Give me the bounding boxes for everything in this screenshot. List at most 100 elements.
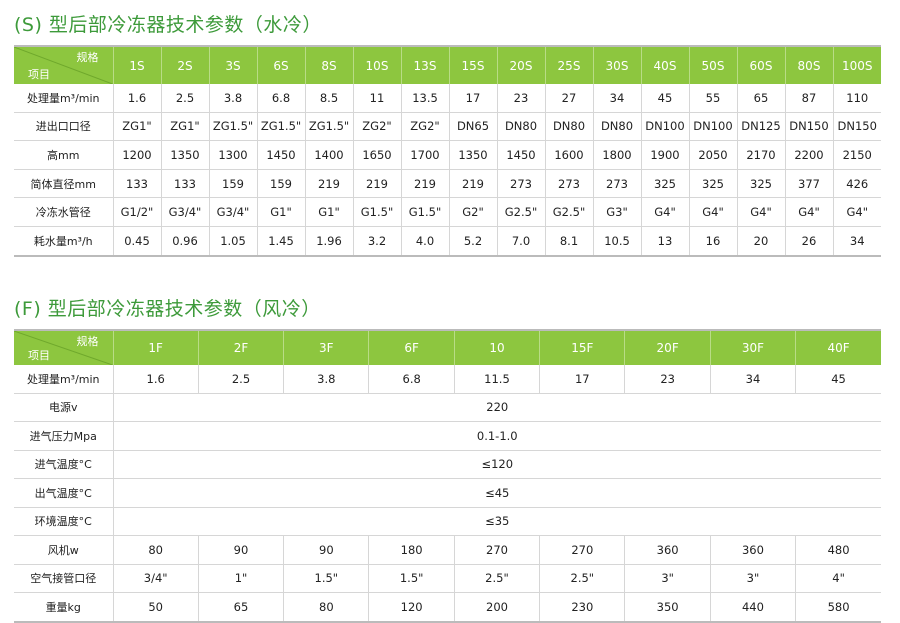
value-cell: 3.8	[283, 365, 369, 394]
air-cooled-title: (F) 型后部冷冻器技术参数（风冷）	[14, 298, 321, 320]
value-cell: G1"	[256, 197, 305, 227]
value-cell: 3.8	[208, 84, 257, 113]
water-cooled-spec-table: 规格 项目 1S 2S 3S 6S 8S 10S 13S 15S 20S 25S 30S 40S 50S 60…	[14, 45, 881, 257]
corner-cell: 规格 项目	[14, 46, 113, 84]
value-cell: 50	[112, 592, 199, 623]
row-label: 风机w	[14, 535, 113, 565]
model-header: 30S	[592, 46, 641, 84]
value-cell: 6.8	[368, 365, 455, 394]
row-label: 耗水量m³/h	[14, 226, 113, 257]
value-cell: DN80	[496, 112, 545, 142]
value-cell: G3"	[592, 197, 641, 227]
table-row: 进出口口径 ZG1" ZG1" ZG1.5" ZG1.5" ZG1.5" ZG2" ZG2" D…	[14, 112, 881, 142]
model-header: 2S	[160, 46, 209, 84]
value-cell: ZG1.5"	[208, 112, 257, 142]
value-cell: 360	[709, 535, 796, 565]
value-cell: 325	[736, 169, 785, 199]
value-cell: 17	[448, 84, 497, 113]
value-cell: 34	[832, 226, 881, 257]
shared-value-cell: ≤120	[112, 450, 881, 479]
value-cell: 1300	[208, 140, 257, 170]
value-cell: 80	[283, 592, 369, 623]
table-row: 电源v 220	[14, 393, 881, 422]
value-cell: ZG1.5"	[304, 112, 353, 142]
value-cell: 440	[709, 592, 796, 623]
value-cell: ZG1"	[112, 112, 161, 142]
value-cell: ZG2"	[400, 112, 449, 142]
value-cell: DN80	[544, 112, 593, 142]
model-header: 6S	[256, 46, 305, 84]
value-cell: DN150	[832, 112, 881, 142]
value-cell: 65	[197, 592, 284, 623]
value-cell: 0.96	[160, 226, 209, 257]
value-cell: 2.5"	[539, 564, 625, 593]
value-cell: 159	[208, 169, 257, 199]
value-cell: 8.1	[544, 226, 593, 257]
value-cell: 219	[400, 169, 449, 199]
value-cell: ZG2"	[352, 112, 401, 142]
model-header: 8S	[304, 46, 353, 84]
value-cell: 8.5	[304, 84, 353, 113]
table-row: 空气接管口径 3/4" 1" 1.5" 1.5" 2.5" 2.5" 3" 3" 4"	[14, 564, 881, 593]
value-cell: G1.5"	[400, 197, 449, 227]
value-cell: 133	[112, 169, 161, 199]
value-cell: 2170	[736, 140, 785, 170]
model-header: 40F	[795, 330, 881, 365]
row-label: 处理量m³/min	[14, 84, 113, 113]
model-header: 30F	[709, 330, 796, 365]
value-cell: 1650	[352, 140, 401, 170]
value-cell: 16	[688, 226, 737, 257]
value-cell: 1.05	[208, 226, 257, 257]
value-cell: DN150	[784, 112, 833, 142]
model-header: 2F	[197, 330, 284, 365]
value-cell: 1400	[304, 140, 353, 170]
value-cell: 1900	[640, 140, 689, 170]
value-cell: 6.8	[256, 84, 305, 113]
value-cell: 273	[544, 169, 593, 199]
table-row: 风机w 80 90 90 180 270 270 360 360 480	[14, 535, 881, 565]
row-label: 空气接管口径	[14, 564, 113, 593]
value-cell: 350	[624, 592, 711, 623]
value-cell: G3/4"	[160, 197, 209, 227]
row-label: 处理量m³/min	[14, 365, 113, 394]
value-cell: 360	[624, 535, 711, 565]
model-header: 20S	[496, 46, 545, 84]
value-cell: 1600	[544, 140, 593, 170]
value-cell: 55	[688, 84, 737, 113]
model-header: 15S	[448, 46, 497, 84]
value-cell: 270	[453, 535, 540, 565]
value-cell: G4"	[784, 197, 833, 227]
value-cell: 45	[640, 84, 689, 113]
table-row: 进气压力Mpa 0.1-1.0	[14, 421, 881, 451]
model-header: 25S	[544, 46, 593, 84]
value-cell: 90	[283, 535, 369, 565]
value-cell: G4"	[736, 197, 785, 227]
value-cell: 20	[736, 226, 785, 257]
value-cell: 273	[592, 169, 641, 199]
value-cell: 34	[709, 365, 796, 394]
row-label: 环境温度°C	[14, 507, 113, 536]
value-cell: 11.5	[453, 365, 540, 394]
value-cell: 5.2	[448, 226, 497, 257]
value-cell: 2050	[688, 140, 737, 170]
header-row: 规格 项目 1S 2S 3S 6S 8S 10S 13S 15S 20S 25S 30S 40S 50S 60…	[14, 46, 881, 84]
row-label: 重量kg	[14, 592, 113, 623]
value-cell: 1450	[496, 140, 545, 170]
model-header: 1S	[112, 46, 161, 84]
corner-item-label: 项目	[28, 349, 50, 362]
value-cell: 3/4"	[112, 564, 199, 593]
row-label: 出气温度°C	[14, 478, 113, 508]
row-label: 进气压力Mpa	[14, 421, 113, 451]
value-cell: G1"	[304, 197, 353, 227]
table-row: 耗水量m³/h 0.45 0.96 1.05 1.45 1.96 3.2 4.0 5.2 7.0 8…	[14, 226, 881, 257]
value-cell: 34	[592, 84, 641, 113]
value-cell: 120	[368, 592, 455, 623]
table-row: 冷冻水管径 G1/2" G3/4" G3/4" G1" G1" G1.5" G1.5" G2" G…	[14, 197, 881, 227]
value-cell: 7.0	[496, 226, 545, 257]
value-cell: 426	[832, 169, 881, 199]
value-cell: 1450	[256, 140, 305, 170]
value-cell: 1200	[112, 140, 161, 170]
value-cell: 200	[453, 592, 540, 623]
table-row: 简体直径mm 133 133 159 159 219 219 219 219 273 273 273 3…	[14, 169, 881, 199]
model-header: 15F	[539, 330, 625, 365]
